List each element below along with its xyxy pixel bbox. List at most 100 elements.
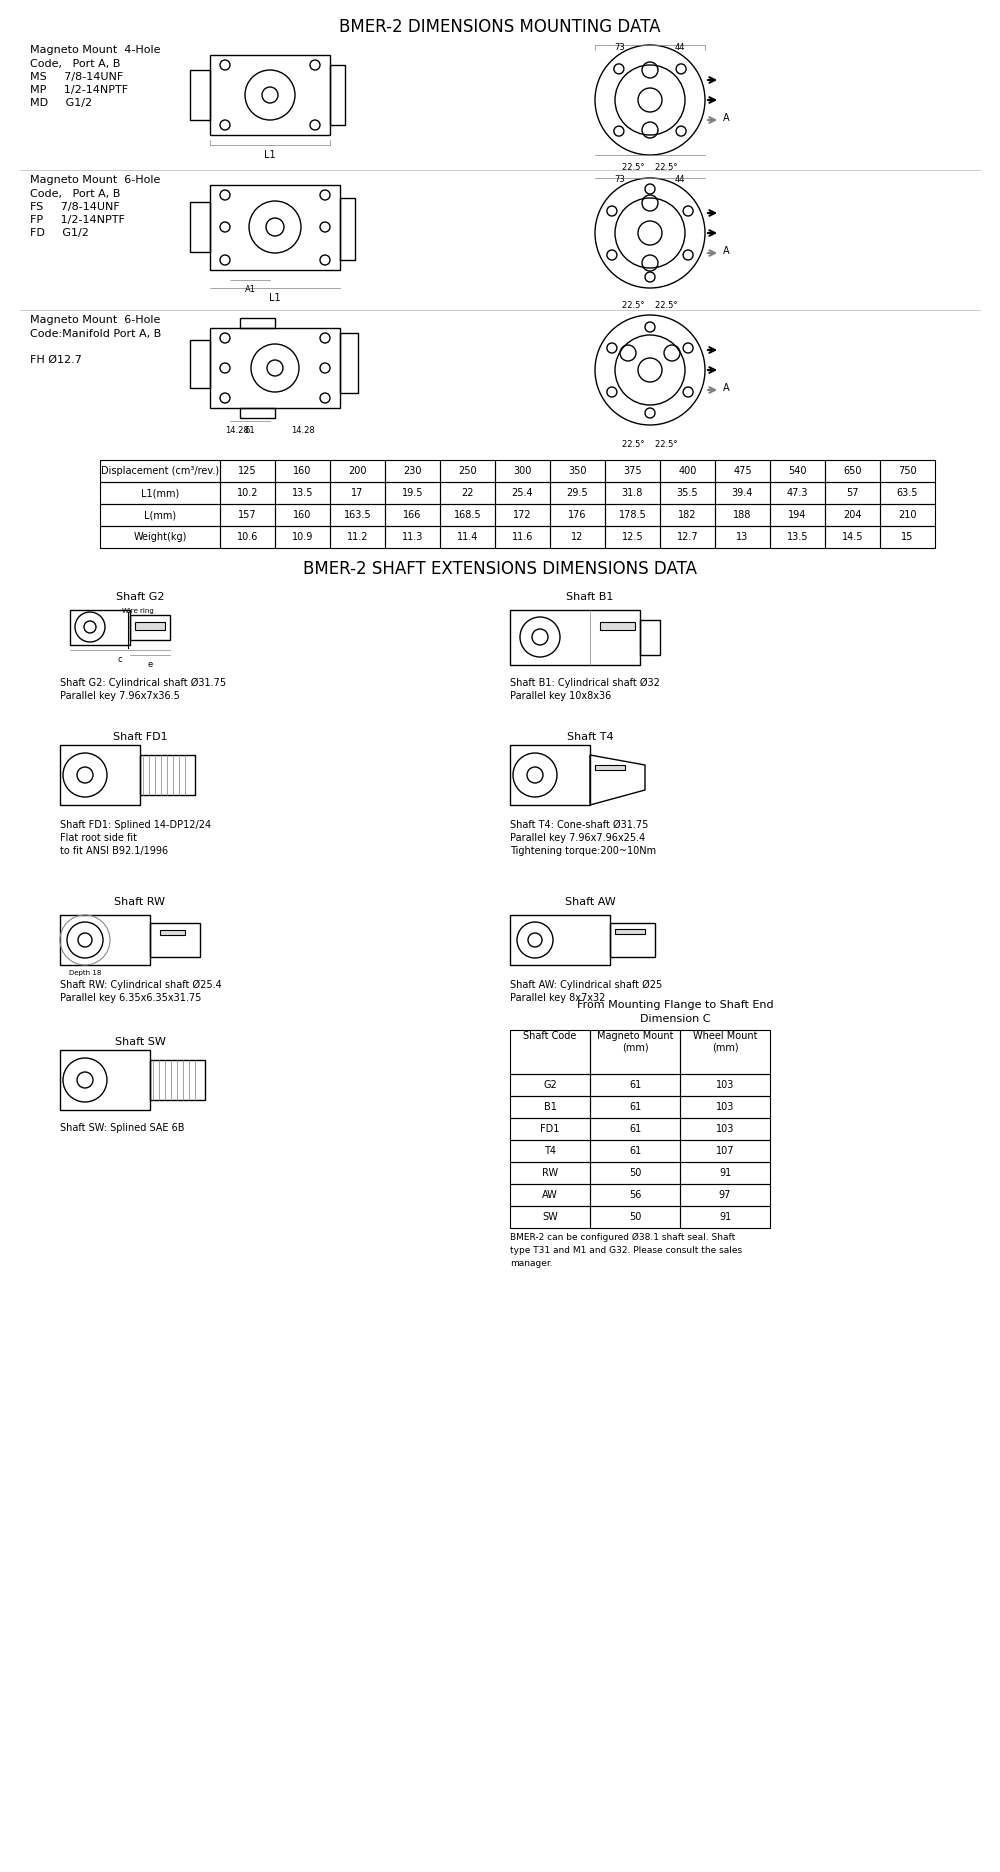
Bar xyxy=(605,481,660,504)
Bar xyxy=(590,1075,680,1095)
Text: 61: 61 xyxy=(629,1146,641,1157)
Text: Magneto Mount  6-Hole: Magneto Mount 6-Hole xyxy=(30,174,160,185)
Bar xyxy=(660,481,715,504)
Text: 12.5: 12.5 xyxy=(622,532,643,543)
Bar xyxy=(880,504,935,526)
Text: 230: 230 xyxy=(403,466,422,475)
Text: T4: T4 xyxy=(544,1146,556,1157)
Bar xyxy=(660,526,715,548)
Bar xyxy=(550,461,605,481)
Text: 56: 56 xyxy=(629,1191,641,1200)
Text: 61: 61 xyxy=(629,1080,641,1090)
Bar xyxy=(210,54,330,135)
Text: 172: 172 xyxy=(513,509,532,520)
Text: 12: 12 xyxy=(571,532,584,543)
Bar xyxy=(510,1030,590,1075)
Text: Shaft AW: Cylindrical shaft Ø25: Shaft AW: Cylindrical shaft Ø25 xyxy=(510,981,662,990)
Text: A: A xyxy=(723,384,730,393)
Bar xyxy=(770,481,825,504)
Text: 22: 22 xyxy=(461,489,474,498)
Bar xyxy=(60,915,150,964)
Bar xyxy=(385,461,440,481)
Bar xyxy=(510,610,640,665)
Text: 14.28: 14.28 xyxy=(291,427,315,434)
Bar xyxy=(590,1140,680,1163)
Text: MD     G1/2: MD G1/2 xyxy=(30,97,92,109)
Bar xyxy=(220,526,275,548)
Text: 178.5: 178.5 xyxy=(619,509,646,520)
Bar xyxy=(190,69,210,120)
Bar xyxy=(590,1030,680,1075)
Bar xyxy=(550,481,605,504)
Text: c: c xyxy=(118,655,122,665)
Text: A: A xyxy=(723,245,730,256)
Bar xyxy=(495,504,550,526)
Text: 250: 250 xyxy=(458,466,477,475)
Text: AW: AW xyxy=(542,1191,558,1200)
Bar xyxy=(610,923,655,957)
Bar xyxy=(510,1140,590,1163)
Text: 204: 204 xyxy=(843,509,862,520)
Bar xyxy=(680,1118,770,1140)
Text: FD     G1/2: FD G1/2 xyxy=(30,228,89,238)
Bar xyxy=(135,622,165,631)
Text: Shaft T4: Shaft T4 xyxy=(567,732,613,741)
Text: 540: 540 xyxy=(788,466,807,475)
Text: 35.5: 35.5 xyxy=(677,489,698,498)
Bar xyxy=(160,930,185,934)
Text: Flat root side fit: Flat root side fit xyxy=(60,833,137,842)
Bar xyxy=(275,481,330,504)
Bar xyxy=(495,481,550,504)
Bar xyxy=(680,1140,770,1163)
Text: 163.5: 163.5 xyxy=(344,509,371,520)
Bar xyxy=(605,461,660,481)
Text: 14.5: 14.5 xyxy=(842,532,863,543)
Bar xyxy=(330,481,385,504)
Text: 103: 103 xyxy=(716,1103,734,1112)
Text: 194: 194 xyxy=(788,509,807,520)
Text: Shaft SW: Shaft SW xyxy=(115,1037,165,1046)
Text: Shaft G2: Shaft G2 xyxy=(116,592,164,603)
Text: 750: 750 xyxy=(898,466,917,475)
Bar xyxy=(590,1095,680,1118)
Bar xyxy=(510,1163,590,1183)
Bar xyxy=(605,526,660,548)
Bar xyxy=(605,504,660,526)
Bar xyxy=(130,616,170,640)
Text: Code:Manifold Port A, B: Code:Manifold Port A, B xyxy=(30,329,161,339)
Bar xyxy=(330,461,385,481)
Bar xyxy=(340,333,358,393)
Text: 160: 160 xyxy=(293,466,312,475)
Text: 103: 103 xyxy=(716,1080,734,1090)
Bar xyxy=(240,318,275,328)
Bar xyxy=(220,504,275,526)
Text: 166: 166 xyxy=(403,509,422,520)
Text: 11.4: 11.4 xyxy=(457,532,478,543)
Text: 39.4: 39.4 xyxy=(732,489,753,498)
Text: Shaft AW: Shaft AW xyxy=(565,897,615,908)
Bar xyxy=(275,504,330,526)
Text: 61: 61 xyxy=(629,1123,641,1134)
Text: 73: 73 xyxy=(615,174,625,183)
Text: 300: 300 xyxy=(513,466,532,475)
Text: Shaft RW: Cylindrical shaft Ø25.4: Shaft RW: Cylindrical shaft Ø25.4 xyxy=(60,981,222,990)
Bar xyxy=(150,923,200,957)
Text: BMER-2 DIMENSIONS MOUNTING DATA: BMER-2 DIMENSIONS MOUNTING DATA xyxy=(339,19,661,36)
Bar xyxy=(440,481,495,504)
Text: 13.5: 13.5 xyxy=(292,489,313,498)
Bar xyxy=(770,504,825,526)
Text: 13.5: 13.5 xyxy=(787,532,808,543)
Text: (mm): (mm) xyxy=(712,1043,738,1052)
Text: 97: 97 xyxy=(719,1191,731,1200)
Text: BMER-2 can be configured Ø38.1 shaft seal. Shaft: BMER-2 can be configured Ø38.1 shaft sea… xyxy=(510,1234,735,1243)
Bar xyxy=(825,481,880,504)
Bar xyxy=(510,1075,590,1095)
Text: Shaft Code: Shaft Code xyxy=(523,1031,577,1041)
Text: 10.9: 10.9 xyxy=(292,532,313,543)
Bar xyxy=(590,1163,680,1183)
Text: 13: 13 xyxy=(736,532,749,543)
Text: Parallel key 6.35x6.35x31.75: Parallel key 6.35x6.35x31.75 xyxy=(60,992,201,1003)
Text: 22.5°    22.5°: 22.5° 22.5° xyxy=(622,301,678,311)
Bar xyxy=(495,461,550,481)
Text: Shaft B1: Cylindrical shaft Ø32: Shaft B1: Cylindrical shaft Ø32 xyxy=(510,678,660,689)
